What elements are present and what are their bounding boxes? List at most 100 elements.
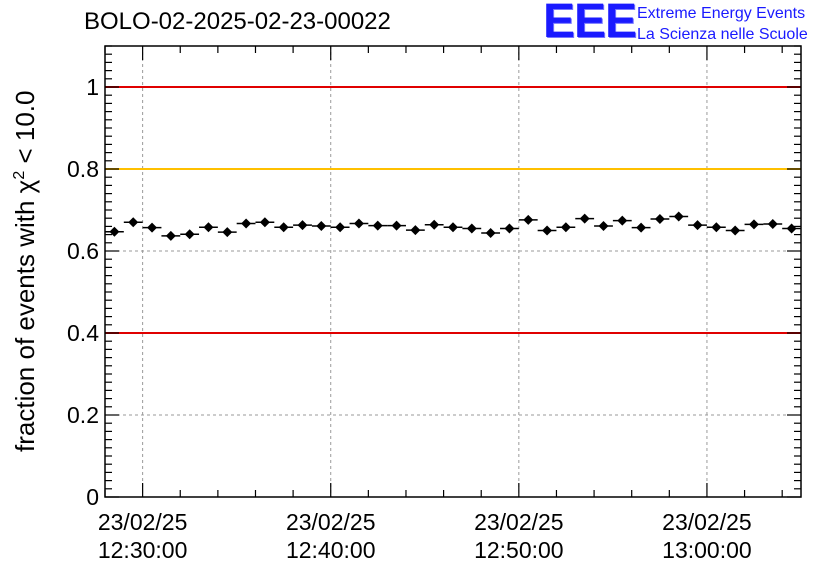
data-point-marker [560, 222, 571, 233]
data-point-marker [748, 219, 759, 230]
data-point [424, 219, 444, 230]
data-point [255, 217, 275, 228]
data-point-marker [259, 217, 270, 228]
data-point-marker [730, 225, 741, 236]
x-tick-label-date: 23/02/25 [662, 509, 752, 535]
data-point-marker [429, 219, 440, 230]
data-point-marker [485, 227, 496, 238]
data-point [782, 223, 801, 234]
data-point [518, 214, 538, 225]
data-point [575, 213, 595, 224]
logo-line-2: La Scienza nelle Scuole [637, 26, 808, 43]
data-point-marker [222, 227, 233, 238]
x-tick-label-time: 13:00:00 [662, 537, 752, 563]
data-point [180, 229, 200, 240]
data-point [123, 217, 143, 228]
data-point [669, 211, 689, 222]
data-point-marker [598, 220, 609, 231]
data-point [725, 225, 745, 236]
x-tick-label-time: 12:40:00 [286, 537, 376, 563]
data-point-marker [786, 223, 797, 234]
data-point [631, 222, 651, 233]
data-point-marker [673, 211, 684, 222]
data-point [105, 226, 124, 237]
data-point-marker [203, 222, 214, 233]
data-point [236, 218, 256, 229]
data-point [368, 220, 388, 231]
data-point [443, 222, 463, 233]
data-point-marker [316, 220, 327, 231]
x-tick-label-date: 23/02/25 [286, 509, 376, 535]
x-tick-label-time: 12:50:00 [474, 537, 564, 563]
grid-lines [105, 46, 801, 497]
y-tick-label: 0.8 [67, 156, 99, 182]
data-point [500, 223, 519, 234]
data-point-marker [335, 222, 346, 233]
data-point-marker [617, 215, 628, 226]
data-point-marker [542, 225, 553, 236]
data-point-marker [654, 214, 665, 225]
data-point-marker [636, 222, 647, 233]
data-point [763, 218, 783, 229]
data-point [462, 223, 482, 234]
data-point-marker [391, 220, 402, 231]
y-tick-label: 0.6 [67, 238, 99, 264]
data-point-marker [278, 222, 289, 233]
logo-line-1: Extreme Energy Events [637, 5, 806, 22]
data-point [349, 218, 369, 229]
data-point [405, 225, 425, 236]
data-point-marker [147, 222, 158, 233]
reference-lines [105, 86, 801, 334]
data-point-marker [241, 218, 252, 229]
data-point [274, 222, 294, 233]
data-point-marker [466, 223, 477, 234]
eee-logo: EEE Extreme Energy Events La Scienza nel… [543, 0, 833, 48]
y-axis-label: fraction of events with χ2 < 10.0 [10, 91, 40, 452]
y-tick-label: 0.2 [67, 402, 99, 428]
data-point [612, 215, 632, 226]
eee-logo-mark: EEE [543, 0, 637, 48]
data-point [556, 222, 576, 233]
data-point [199, 222, 218, 233]
data-point-marker [692, 220, 703, 231]
data-point-marker [372, 220, 383, 231]
data-point [688, 220, 707, 231]
data-point [387, 220, 406, 231]
data-point-marker [504, 223, 515, 234]
data-point [217, 227, 237, 238]
data-point [481, 227, 501, 238]
data-point [594, 220, 613, 231]
data-point-marker [184, 229, 195, 240]
data-point-marker [128, 217, 139, 228]
y-tick-label: 1 [86, 74, 99, 100]
data-points [105, 211, 801, 241]
x-tick-label-time: 12:30:00 [98, 537, 188, 563]
data-point-marker [523, 214, 534, 225]
data-point [311, 220, 331, 231]
data-point [706, 222, 726, 233]
chart-title: BOLO-02-2025-02-23-00022 [84, 8, 391, 35]
data-point-marker [448, 222, 458, 233]
x-tick-label-date: 23/02/25 [474, 509, 564, 535]
data-point-marker [410, 225, 421, 236]
data-point [142, 222, 162, 233]
y-tick-label: 0.4 [67, 320, 99, 346]
data-point [330, 222, 350, 233]
data-point-marker [767, 218, 778, 229]
data-point-marker [165, 230, 176, 241]
x-tick-label-date: 23/02/25 [98, 509, 188, 535]
data-point-marker [711, 222, 722, 233]
data-point [650, 214, 670, 225]
data-point [537, 225, 557, 236]
tick-labels: 00.20.40.60.8123/02/2512:30:0023/02/2512… [67, 74, 752, 563]
data-point-marker [353, 218, 364, 229]
data-point-marker [579, 213, 590, 224]
data-point [293, 220, 312, 231]
data-point [744, 219, 764, 230]
data-point-marker [109, 226, 120, 237]
data-point [161, 230, 181, 241]
axes [104, 45, 802, 498]
data-point-marker [297, 220, 308, 231]
y-tick-label: 0 [86, 484, 99, 510]
